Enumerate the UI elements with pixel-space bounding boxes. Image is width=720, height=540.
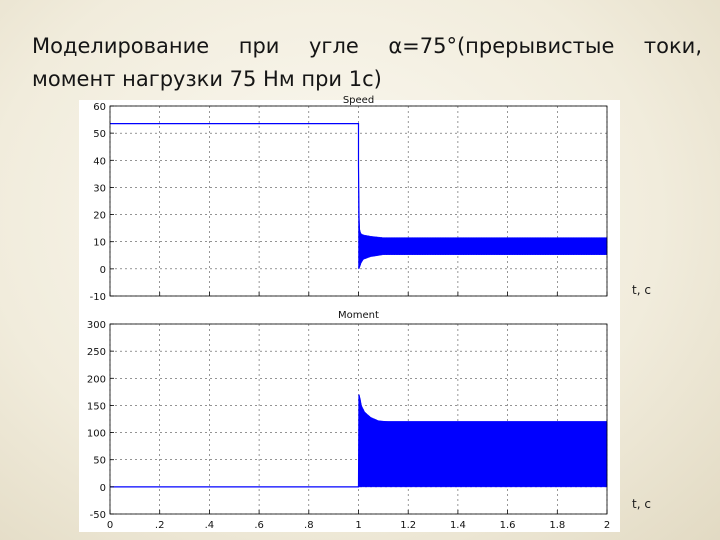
- moment-x-tick-label: .2: [155, 520, 165, 531]
- moment-y-tick-label: 0: [100, 483, 106, 494]
- speed-y-tick-label: 60: [93, 102, 106, 113]
- speed-y-tick-label: 50: [93, 129, 106, 140]
- moment-x-tick-label: .6: [254, 520, 264, 531]
- moment-x-tick-label: 1.4: [450, 520, 466, 531]
- moment-y-tick-label: 300: [87, 320, 106, 331]
- speed-chart-title: Speed: [343, 95, 374, 106]
- slide-title-line-2: момент нагрузки 75 Нм при 1с): [32, 67, 382, 91]
- moment-x-tick-label: 1.8: [549, 520, 565, 531]
- moment-x-tick-label: 1.6: [500, 520, 516, 531]
- speed-y-tick-label: 0: [100, 265, 106, 276]
- moment-y-tick-label: 200: [87, 374, 106, 385]
- moment-series-line: [110, 394, 607, 488]
- moment-y-tick-label: 250: [87, 347, 106, 358]
- speed-series-line: [110, 123, 607, 257]
- moment-y-tick-label: 50: [93, 456, 106, 467]
- speed-y-tick-label: -10: [90, 292, 106, 303]
- moment-x-tick-label: .4: [205, 520, 215, 531]
- speed-y-tick-label: 30: [93, 183, 106, 194]
- speed-chart: -10 0 10 20 30 40 50 60 Speed: [90, 95, 608, 303]
- moment-x-tick-label: .8: [304, 520, 314, 531]
- slide-title-line-1: Моделирование при угле α=75°(прерывистые…: [32, 34, 702, 58]
- moment-x-tick-label: 2: [604, 520, 610, 531]
- slide-title: Моделирование при угле α=75°(прерывистые…: [32, 30, 702, 96]
- moment-y-tick-label: 150: [87, 401, 106, 412]
- moment-time-axis-label: t, c: [632, 497, 651, 511]
- speed-y-tick-label: 40: [93, 156, 106, 167]
- moment-x-tick-label: 1: [355, 520, 361, 531]
- moment-x-tick-label: 0: [107, 520, 113, 531]
- speed-y-tick-label: 10: [93, 238, 106, 249]
- speed-time-axis-label: t, c: [632, 283, 651, 297]
- moment-x-tick-label: 1.2: [400, 520, 416, 531]
- speed-y-tick-label: 20: [93, 211, 106, 222]
- moment-chart-title: Moment: [338, 310, 379, 321]
- moment-y-tick-label: 100: [87, 429, 106, 440]
- moment-y-tick-label: -50: [90, 510, 106, 521]
